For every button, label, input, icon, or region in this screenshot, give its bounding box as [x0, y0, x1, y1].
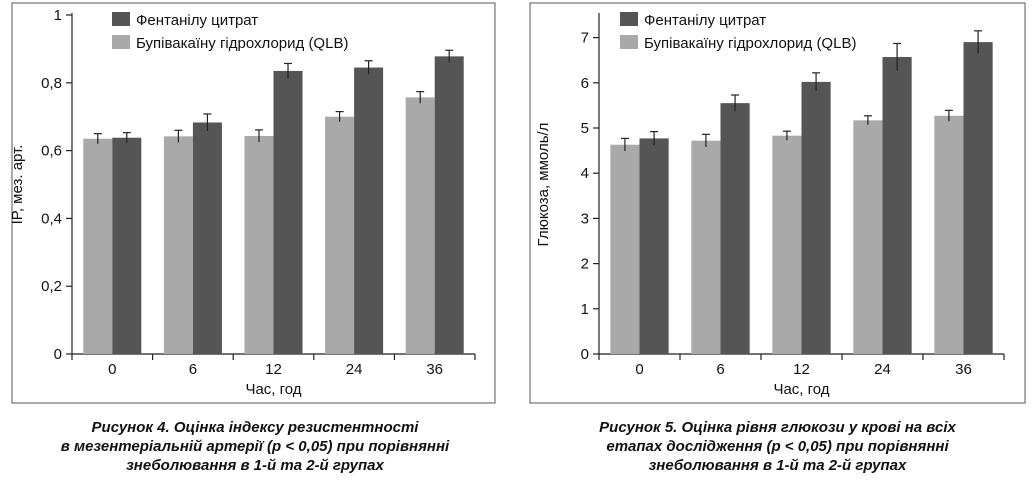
legend-swatch [112, 12, 130, 26]
figure-5-caption: Рисунок 5. Оцінка рівня глюкози у крові … [522, 418, 1033, 475]
resistance-index-chart: 0 0,2 0,4 0,6 0,8 1 0 6 12 24 36 Час, год IP, мез. а… [9, 2, 496, 404]
y-tick-label: 7 [581, 30, 589, 47]
x-tick-label: 24 [346, 361, 363, 378]
legend-swatch [620, 35, 638, 49]
bar [772, 135, 802, 354]
caption-line: Рисунок 5. Оцінка рівня глюкози у крові … [599, 419, 956, 436]
legend-swatch [620, 12, 638, 26]
x-tick-label: 36 [955, 361, 972, 378]
x-tick-label: 6 [189, 361, 197, 378]
caption-line: в мезентеріальній артерії (p < 0,05) при… [60, 438, 450, 455]
bar [691, 140, 721, 354]
bar [354, 67, 384, 355]
bar [963, 42, 993, 355]
y-tick-label: 0,4 [41, 210, 62, 227]
y-axis-label: Глюкоза, ммоль/л [535, 123, 552, 247]
y-tick-label: 3 [581, 210, 589, 227]
figure-4: 0 0,2 0,4 0,6 0,8 1 0 6 12 24 36 Час, год IP, мез. а… [0, 0, 510, 481]
y-tick-label: 0,6 [41, 143, 62, 160]
bar [83, 138, 113, 354]
x-tick-label: 6 [716, 361, 724, 378]
bar [273, 70, 303, 354]
bar [192, 122, 222, 354]
bar [934, 115, 964, 355]
y-tick-label: 0 [54, 346, 62, 363]
x-tick-label: 12 [265, 361, 282, 378]
bar [882, 57, 912, 354]
y-tick-label: 5 [581, 120, 589, 137]
y-tick-label: 0,8 [41, 75, 62, 92]
caption-line: знеболювання в 1-й та 2-й групах [648, 457, 907, 474]
chart-frame [529, 2, 1026, 404]
bar [405, 97, 435, 354]
y-tick-label: 0,2 [41, 278, 62, 295]
bar [610, 144, 640, 354]
y-tick-label: 1 [581, 301, 589, 318]
x-tick-label: 0 [635, 361, 643, 378]
legend-label: Бупівакаїну гідрохлорид (QLB) [644, 35, 856, 52]
bar [325, 116, 355, 354]
legend-label: Бупівакаїну гідрохлорид (QLB) [136, 35, 348, 52]
bar [112, 137, 142, 354]
y-tick-label: 1 [54, 7, 62, 24]
legend-label: Фентанілу цитрат [136, 12, 258, 29]
caption-line: Рисунок 4. Оцінка індексу резистентності [91, 419, 419, 436]
x-axis-label: Час, год [773, 381, 829, 398]
y-tick-label: 4 [581, 165, 589, 182]
y-tick-label: 0 [581, 346, 589, 363]
x-axis-label: Час, год [245, 381, 301, 398]
chart-frame [11, 2, 496, 404]
figure-4-caption: Рисунок 4. Оцінка індексу резистентності… [0, 418, 510, 475]
x-tick-label: 24 [874, 361, 891, 378]
x-tick-label: 0 [108, 361, 116, 378]
y-tick-label: 2 [581, 256, 589, 273]
y-tick-label: 6 [581, 75, 589, 92]
bar [639, 138, 669, 354]
bar [244, 136, 274, 354]
bar [163, 136, 193, 354]
figure-5: 0 1 2 3 4 5 6 7 0 6 12 24 36 Час, год Глюкоза, ммоль/л… [522, 0, 1033, 481]
bar [434, 56, 464, 354]
legend-label: Фентанілу цитрат [644, 12, 766, 29]
legend-swatch [112, 35, 130, 49]
caption-line: знеболювання в 1-й та 2-й групах [126, 457, 384, 474]
bar [801, 81, 831, 355]
bar [720, 103, 750, 354]
x-tick-label: 12 [793, 361, 810, 378]
bar [853, 120, 883, 354]
x-tick-label: 36 [426, 361, 443, 378]
caption-line: етапах дослідження (p < 0,05) при порівн… [606, 438, 949, 455]
y-axis-label: IP, мез. арт. [9, 145, 26, 225]
